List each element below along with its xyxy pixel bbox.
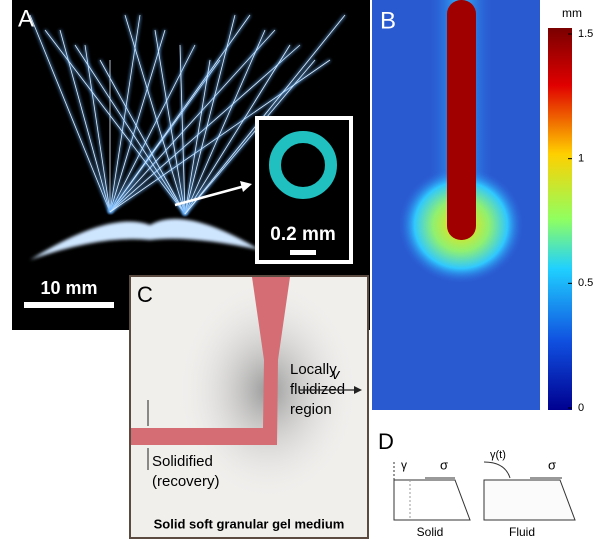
solid-caption: Solid bbox=[417, 525, 444, 539]
panel-label: B bbox=[380, 7, 396, 34]
scale-label: 10 mm bbox=[40, 278, 97, 298]
recovery-label: Solidified bbox=[152, 453, 213, 470]
colorbar-unit: mm bbox=[562, 6, 582, 20]
inset-scale-label: 0.2 mm bbox=[270, 224, 335, 245]
fluid-block bbox=[484, 480, 575, 520]
region-label: Locally bbox=[290, 361, 337, 378]
panel-label: D bbox=[378, 429, 394, 454]
tick-label: 0 bbox=[578, 402, 584, 414]
tick-label: 1 bbox=[578, 153, 584, 165]
fluid-caption: Fluid bbox=[509, 525, 535, 539]
inset-scale-bar bbox=[290, 250, 316, 255]
caption: Solid soft granular gel medium bbox=[154, 516, 345, 531]
tick-label: 0.5 bbox=[578, 277, 593, 289]
panel-label: A bbox=[18, 5, 34, 32]
colorbar bbox=[548, 28, 572, 410]
scale-bar bbox=[24, 302, 114, 308]
solid-block bbox=[394, 480, 470, 520]
region-label: region bbox=[290, 401, 332, 418]
strain-label: γ bbox=[401, 458, 407, 472]
strain-label: γ(t) bbox=[490, 449, 506, 461]
strain-arc bbox=[484, 462, 510, 478]
stress-label: σ bbox=[548, 457, 556, 472]
tick-label: 1.5 bbox=[578, 28, 593, 40]
heatmap-track bbox=[447, 0, 476, 240]
panel-label: C bbox=[137, 282, 153, 307]
recovery-label: (recovery) bbox=[152, 473, 220, 490]
figure: A 10 mm 0.2 mm B mm 00.511.5 C Locallyfl… bbox=[0, 0, 605, 542]
stress-label: σ bbox=[440, 457, 448, 472]
